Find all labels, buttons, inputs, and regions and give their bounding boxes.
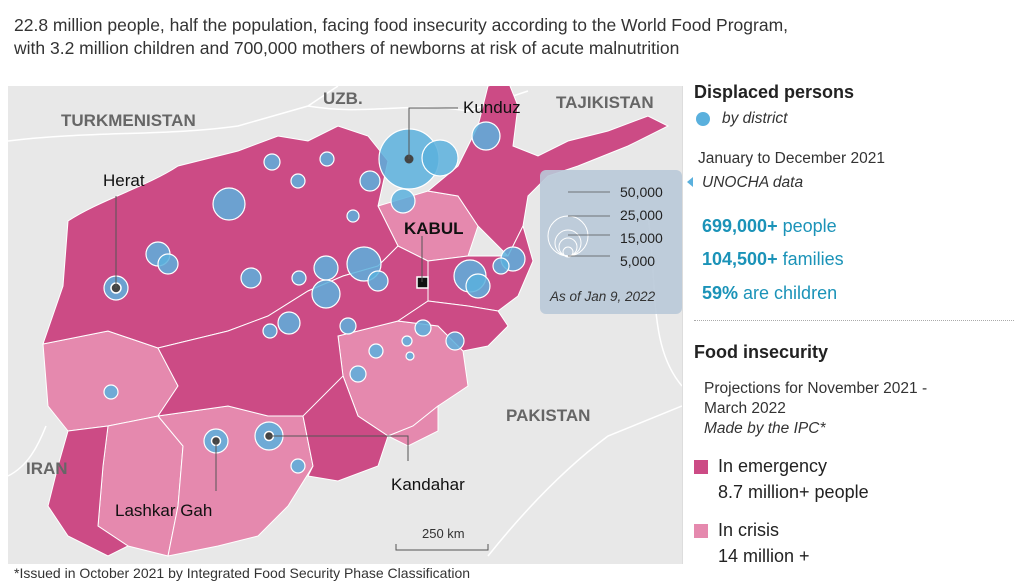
subtitle-line-1: 22.8 million people, half the population… [14,15,789,35]
label-turkmenistan: TURKMENISTAN [61,111,196,130]
afghanistan-map: 50,000 25,000 15,000 5,000 As of Jan 9, … [8,86,682,564]
emergency-value: 8.7 million+ people [718,482,869,502]
label-herat: Herat [103,171,145,190]
country-labels: TURKMENISTAN UZB. TAJIKISTAN IRAN PAKIST… [26,89,654,478]
bubble-east-4 [492,257,510,275]
legend-emergency: In emergency [694,456,827,477]
bubble-legend-value-3: 15,000 [620,230,663,246]
stat-people: 699,000+ people [702,216,837,237]
stat-children-number: 59% [702,283,739,303]
food-projection-line-2: March 2022 [704,400,786,417]
displacement-bubbles [103,121,526,474]
bubble-legend-value-1: 50,000 [620,184,663,200]
region-zabul [302,375,389,482]
bubble-dot-icon [696,112,710,126]
scale-bar: 250 km [395,526,489,551]
bubble-legend-value-2: 25,000 [620,207,663,223]
section-divider [694,320,1014,321]
bubble-logar [414,319,432,337]
stat-people-number: 699,000+ [702,216,778,236]
label-pakistan: PAKISTAN [506,406,590,425]
bubble-jawzjan [212,187,246,221]
label-uzbekistan: UZB. [323,89,363,108]
bubble-faryab [240,267,262,289]
panel-divider [682,86,683,564]
bubble-parwan [346,209,360,223]
displaced-by: by district [722,110,788,127]
bubble-north-3 [359,170,381,192]
stat-families-number: 104,500+ [702,249,778,269]
bubble-small-2 [405,351,415,361]
stat-people-label: people [777,216,837,236]
label-kunduz: Kunduz [463,98,521,117]
label-lashkar-gah: Lashkar Gah [115,501,212,520]
subtitle-line-2: with 3.2 million children and 700,000 mo… [14,38,680,58]
displaced-by-row: by district [696,110,787,128]
crisis-value: 14 million + [718,546,810,566]
label-kandahar: Kandahar [391,475,465,494]
bubble-center-2 [313,255,339,281]
bubble-takhar [471,121,501,151]
region-nangarhar [396,300,509,352]
city-labels: Kunduz Herat KABUL Kandahar Lashkar Gah [103,98,521,520]
crisis-label: In crisis [718,520,780,540]
bubble-legend-box [540,170,682,314]
neighbour-borders [8,86,682,557]
bubble-legend: 50,000 25,000 15,000 5,000 As of Jan 9, … [540,170,682,314]
displaced-source: UNOCHA data [702,174,804,191]
bubble-north-2 [319,151,335,167]
food-projection-line-1: Projections for November 2021 - [704,380,928,397]
bubble-north-4 [290,173,306,189]
bubble-center-4 [311,279,341,309]
bubble-ghor-2 [262,323,278,339]
bubble-center-7 [368,343,384,359]
panel-pointer-icon [687,177,693,187]
label-kabul: KABUL [404,219,464,238]
stat-children: 59% are children [702,283,837,304]
stat-children-label: are children [738,283,838,303]
bubble-center-1 [291,270,307,286]
bubble-farah [103,384,119,400]
bubble-ghazni [349,365,367,383]
bubble-ghor [277,311,301,335]
footnote: *Issued in October 2021 by Integrated Fo… [14,565,471,581]
stat-families-label: families [777,249,844,269]
food-source: Made by the IPC* [704,420,826,437]
bubble-baghlan [390,188,416,214]
bubble-paktia [445,331,465,351]
legend-crisis: In crisis [694,520,779,541]
emergency-swatch [694,459,708,474]
bubble-badghis-2 [157,253,179,275]
bubble-north-1 [263,153,281,171]
displaced-period: January to December 2021 [698,150,885,167]
crisis-swatch [694,523,708,538]
emergency-label: In emergency [718,456,828,476]
bubble-east-2 [465,273,491,299]
bubble-legend-date: As of Jan 9, 2022 [549,289,656,304]
displaced-title: Displaced persons [694,82,855,102]
food-title: Food insecurity [694,342,829,362]
region-nimruz [47,425,129,557]
bubble-center-6 [339,317,357,335]
subtitle: 22.8 million people, half the population… [14,14,1014,60]
bubble-legend-ticks [568,191,610,257]
bubble-kandahar-2 [290,458,306,474]
bubble-small-1 [401,335,413,347]
bubble-center-5 [367,270,389,292]
leader-lines [115,107,458,491]
label-tajikistan: TAJIKISTAN [556,93,654,112]
bubble-kunduz-east [421,139,459,177]
bubble-legend-value-4: 5,000 [620,253,655,269]
stat-families: 104,500+ families [702,249,844,270]
label-iran: IRAN [26,459,68,478]
scale-label: 250 km [422,526,465,541]
